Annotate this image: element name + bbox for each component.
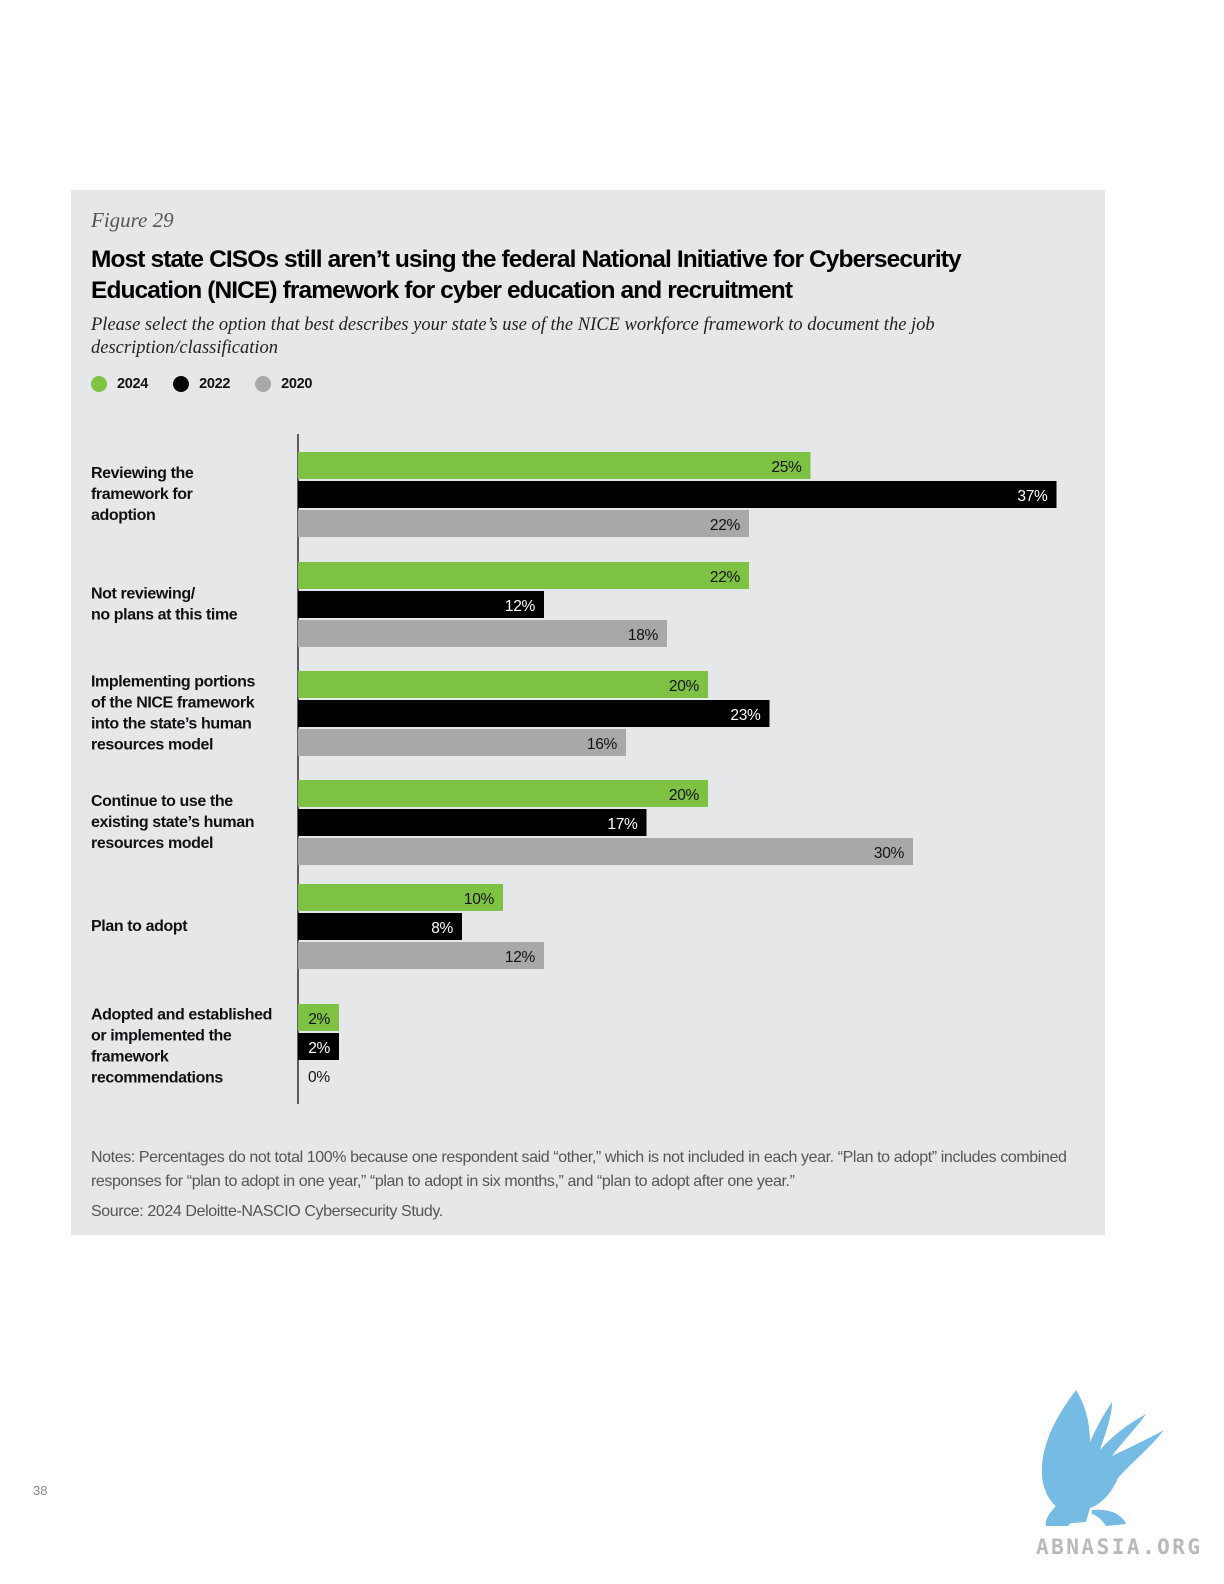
chart-legend: 2024 2022 2020 [91,374,337,394]
data-label-2020: 12% [505,949,536,966]
legend-label-2022: 2022 [199,376,231,392]
category-label-line: of the NICE framework [91,695,255,712]
chart-notes: Notes: Percentages do not total 100% bec… [91,1149,1067,1190]
bar-chart: Reviewing the framework for adoption 25% 37%… [91,434,1057,1104]
category-label-line: adoption [91,507,155,524]
bar-2022 [298,1033,339,1060]
chart-source: Source: 2024 Deloitte-NASCIO Cybersecuri… [91,1203,443,1220]
data-label-2020: 18% [628,627,659,644]
category-label-line: framework [91,1049,169,1066]
category-label-line: Plan to adopt [91,918,188,935]
legend-label-2020: 2020 [281,376,313,392]
bar-2022 [298,913,462,940]
data-label-2024: 2% [308,1011,330,1028]
category-label: Reviewing the framework for adoption [91,465,194,524]
category-label: Not reviewing/no plans at this time [91,586,238,624]
category-label-line: existing state’s human [91,814,254,831]
data-label-2020: 0% [308,1069,330,1086]
category-label-line: Implementing portions [91,674,256,691]
category-label: Implementing portions of the NICE framewo… [91,674,256,754]
legend-swatch-2024 [91,376,107,392]
legend-item-2024: 2024 [91,376,148,392]
bar-2020 [298,838,913,865]
category-label: Continue to use the existing state’s huma… [91,793,254,852]
figure-panel: Figure 29 Most state CISOs still aren’t … [71,190,1105,1235]
legend-swatch-2022 [173,376,190,392]
category-label-line: Not reviewing/ [91,586,196,603]
data-label-2024: 25% [771,459,802,476]
data-label-2024: 10% [464,891,495,908]
category-label-line: framework for [91,486,193,503]
chart-subtitle: Please select the option that best descr… [91,315,935,358]
bar-2020 [298,620,667,647]
bar-2020 [298,942,544,969]
legend-swatch-2020 [255,376,272,392]
data-label-2020: 30% [874,845,905,862]
bar-2024 [298,562,749,589]
griffin-icon [1041,1390,1164,1526]
abnasia-watermark-logo: ABNASIA.ORG [1036,1390,1203,1559]
bar-2024 [298,780,708,807]
legend-item-2022: 2022 [173,376,230,392]
category-label-line: resources model [91,737,213,754]
bar-2024 [298,884,503,911]
category-label-line: or implemented the [91,1028,232,1045]
bar-2022 [298,481,1057,508]
legend-label-2024: 2024 [117,376,149,392]
data-label-2020: 22% [710,517,741,534]
category-label-line: recommendations [91,1070,223,1087]
watermark-text: ABNASIA.ORG [1036,1535,1203,1559]
bar-2024 [298,671,708,698]
page-number: 38 [33,1483,48,1498]
category-label-line: Continue to use the [91,793,233,810]
category-label-line: Reviewing the [91,465,194,482]
data-label-2022: 12% [505,598,536,615]
bar-2022 [298,591,544,618]
data-label-2024: 20% [669,787,700,804]
bar-2020 [298,510,749,537]
bar-2020 [298,729,626,756]
legend-item-2020: 2020 [255,376,312,392]
category-label-line: Adopted and established [91,1007,272,1024]
data-label-2024: 20% [669,678,700,695]
bar-2024 [298,1004,339,1031]
chart-title: Most state CISOs still aren’t using the … [91,246,962,304]
data-label-2022: 17% [607,816,638,833]
data-label-2022: 8% [431,920,453,937]
bar-2022 [298,700,770,727]
data-label-2020: 16% [587,736,618,753]
category-label-line: no plans at this time [91,607,238,624]
category-label: Adopted and established or implemented th… [91,1007,272,1087]
category-label: Plan to adopt [91,918,188,935]
category-label-line: resources model [91,835,213,852]
data-label-2022: 2% [308,1040,330,1057]
data-label-2022: 23% [730,707,761,724]
category-label-line: into the state’s human [91,716,251,733]
figure-label: Figure 29 [91,208,174,232]
bar-2022 [298,809,647,836]
data-label-2022: 37% [1017,488,1048,505]
bar-2024 [298,452,811,479]
data-label-2024: 22% [710,569,741,586]
